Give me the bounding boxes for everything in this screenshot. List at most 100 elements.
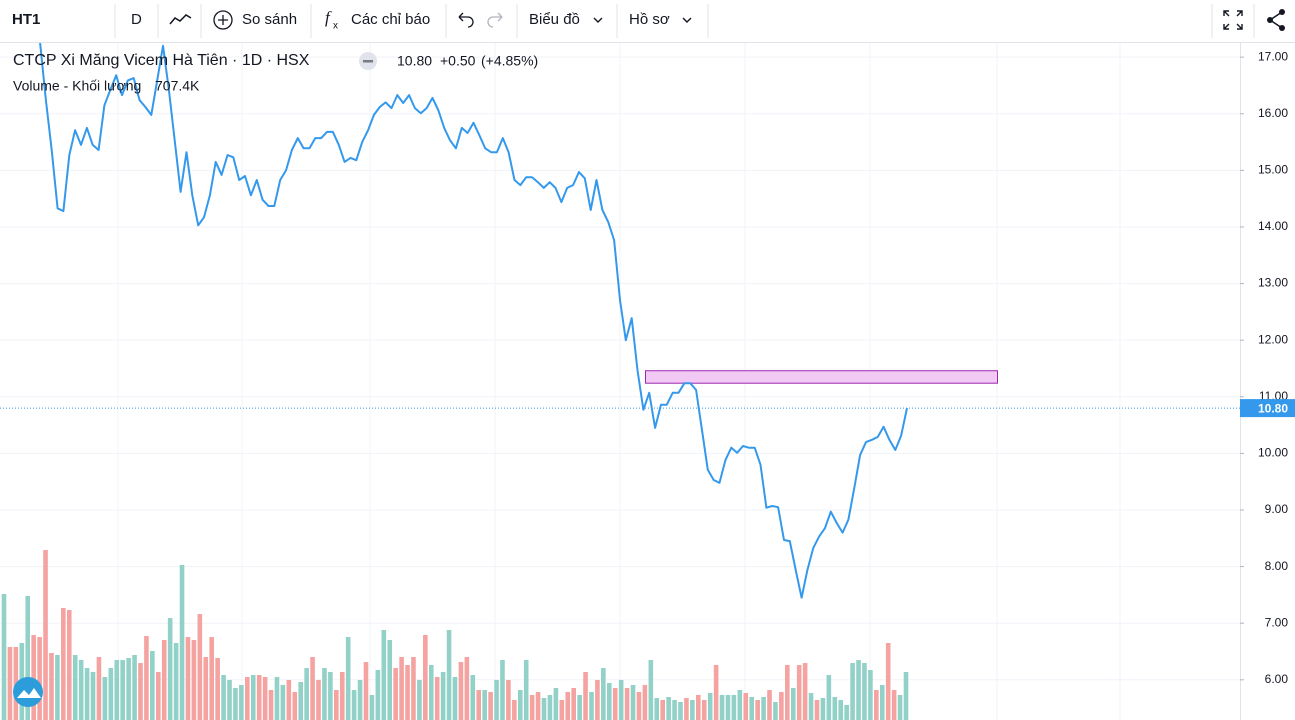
volume-bar [565,691,571,720]
volume-bar [66,610,72,720]
volume-bar [49,652,54,720]
fullscreen[interactable] [1223,10,1243,30]
volume-last: 707.4K [155,78,200,94]
volume-bar [185,637,191,720]
redo[interactable] [487,12,503,28]
volume-bar [387,640,393,720]
volume-bar [90,671,96,720]
price-line [39,43,908,599]
volume-bar [381,629,387,720]
volume-bar [37,637,42,720]
volume-bar [725,694,731,720]
volume-bar [138,663,143,720]
volume-bar [55,655,60,720]
volume-bar [500,660,505,720]
volume-bar [233,687,238,720]
volume-bar [31,635,36,720]
volume-bar [345,637,351,720]
volume-bar [535,691,541,720]
interval[interactable]: D [131,11,142,28]
volume-bar [796,664,802,720]
volume-bar [423,635,428,720]
volume-bar [411,656,416,720]
volume-bar [239,684,244,720]
volume-bar [114,660,120,720]
volume-bar [559,699,565,720]
volume-bar [838,699,844,720]
volume-bar [755,699,760,720]
volume-bar [707,693,713,720]
volume-bar [369,694,375,720]
compare-icon[interactable] [213,10,233,30]
volume-bar [690,699,695,720]
indicators-icon[interactable]: f [325,8,332,27]
volume-bar [310,656,315,720]
price-change: +0.50 [440,53,476,69]
y-tick-label: 16.00 [1258,106,1288,120]
volume-bar [43,550,48,720]
toolbar [0,0,1295,42]
volume-bar [779,691,784,720]
volume-bar [316,679,321,720]
chart-style-icon[interactable] [169,14,192,25]
y-tick-label: 10.00 [1258,446,1288,460]
volume-bar [624,687,630,720]
highlight-zone [645,370,998,384]
volume-bar [334,690,339,720]
volume-bar [179,564,185,720]
volume-bar [132,655,137,720]
volume-bar [684,698,689,720]
volume-bar [428,664,434,720]
volume-bar [903,672,909,720]
volume-bar [417,679,422,720]
volume-bar [150,651,155,720]
volume-bar [785,664,790,720]
y-tick-label: 12.00 [1258,332,1288,346]
volume-bar [262,676,268,720]
volume-bar [274,676,280,720]
profile-menu[interactable]: Hồ sơ [629,11,670,28]
volume-bar [589,691,594,720]
volume-bar [547,694,553,720]
volume-bar [84,668,90,720]
last-price-tag-label: 10.80 [1258,401,1288,415]
compare[interactable]: So sánh [242,11,297,28]
volume-bar [713,664,719,720]
symbol[interactable]: HT1 [12,11,40,28]
volume-bar [571,687,576,720]
volume-bar [78,660,84,720]
volume-bar [464,656,470,720]
volume-bar [523,660,529,720]
volume-bar [820,698,826,720]
volume-bar [506,679,511,720]
volume-bar [126,657,131,720]
volume-bar [541,698,547,720]
volume-bar [61,608,66,720]
volume-bar [144,636,149,720]
volume-bar [197,614,203,720]
volume-bar [322,668,327,720]
volume-bar [672,699,677,720]
volume-bar [286,679,292,720]
volume-bar [749,697,755,720]
volume-bar [120,660,125,720]
logo[interactable] [13,677,43,707]
volume-bar [612,687,618,720]
share[interactable] [1267,9,1285,31]
volume-bar [209,637,214,720]
volume-bar [245,676,250,720]
volume-bar [405,664,410,720]
volume-bar [773,702,778,720]
chart-menu[interactable]: Biểu đồ [529,11,580,28]
undo[interactable] [458,12,474,28]
volume-bar [375,670,381,720]
volume-bar [630,684,636,720]
volume-bar [696,694,701,720]
volume-bar [494,679,499,720]
indicators[interactable]: Các chỉ báo [351,11,430,28]
volume-bar [517,690,523,720]
y-tick-label: 15.00 [1258,163,1288,177]
last-price-tag [1240,399,1295,418]
volume-bar [642,684,648,720]
